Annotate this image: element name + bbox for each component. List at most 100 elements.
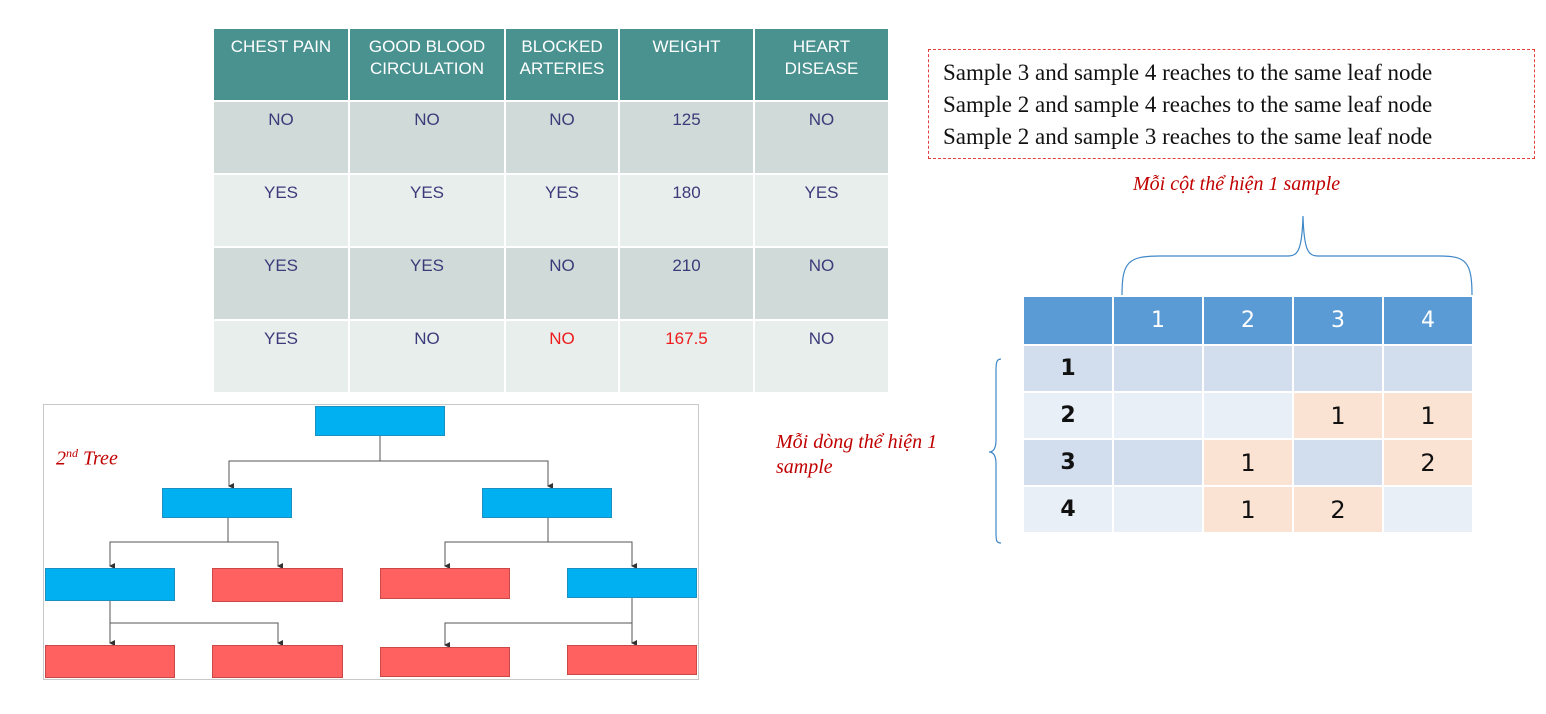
matrix-header-row: 1 2 3 4: [1022, 295, 1474, 346]
connector: [110, 622, 283, 646]
training-data-table: CHEST PAIN GOOD BLOOD CIRCULATION BLOCKE…: [214, 29, 890, 394]
table-row: YES NO NO 167.5 NO: [214, 320, 890, 394]
table-row: NO NO NO 125 NO: [214, 101, 890, 175]
tree-leaf-node: [380, 568, 510, 599]
connector: [444, 598, 633, 648]
row-caption: Mỗi dòng thể hiện 1 sample: [776, 431, 938, 478]
tree-leaf-node: [212, 645, 343, 678]
matrix-row: 3 1 2: [1022, 438, 1474, 487]
proximity-matrix: 1 2 3 4 1 2 1 1 3 1 2 4 1 2: [1022, 295, 1474, 534]
connector: [548, 541, 637, 569]
matrix-cell: [1292, 438, 1384, 487]
header-line: GOOD BLOOD: [368, 37, 486, 56]
table-cell: YES: [214, 247, 350, 321]
matrix-row: 4 1 2: [1022, 485, 1474, 534]
matrix-row: 2 1 1: [1022, 391, 1474, 440]
header-good-blood-circulation: GOOD BLOOD CIRCULATION: [349, 29, 506, 102]
matrix-cell-filled: 1: [1202, 438, 1294, 487]
note-line: Sample 3 and sample 4 reaches to the sam…: [943, 60, 1433, 85]
note-line: Sample 2 and sample 3 reaches to the sam…: [943, 124, 1433, 149]
matrix-corner: [1022, 295, 1114, 346]
table-cell: NO: [754, 320, 890, 394]
matrix-col-header: 3: [1292, 295, 1384, 346]
tree-title-text: Tree: [78, 447, 118, 470]
matrix-col-header: 1: [1112, 295, 1204, 346]
matrix-row-header: 4: [1022, 485, 1114, 534]
connector: [444, 518, 549, 569]
matrix-cell: [1292, 344, 1384, 393]
leaf-notes-box: Sample 3 and sample 4 reaches to the sam…: [928, 49, 1535, 159]
tree-diagram-frame: [43, 404, 699, 680]
row-brace: [988, 358, 1002, 544]
tree-title-number: 2: [56, 447, 66, 470]
matrix-row-header: 1: [1022, 344, 1114, 393]
tree-title-ordinal: nd: [66, 446, 78, 460]
connector: [380, 460, 553, 489]
tree-leaf-node: [567, 645, 697, 675]
table-cell: NO: [214, 101, 350, 175]
matrix-cell-filled: 1: [1382, 391, 1474, 440]
matrix-row-header: 3: [1022, 438, 1114, 487]
matrix-cell: [1202, 391, 1294, 440]
tree-root-node: [315, 406, 445, 436]
matrix-cell-filled: 1: [1292, 391, 1384, 440]
table-cell: YES: [349, 247, 506, 321]
table-cell: YES: [505, 174, 620, 248]
table-cell: NO: [505, 247, 620, 321]
matrix-cell: [1202, 344, 1294, 393]
tree-leaf-node: [45, 645, 175, 678]
connector: [228, 541, 283, 569]
matrix-cell-filled: 2: [1382, 438, 1474, 487]
tree-title: 2nd Tree: [56, 446, 118, 471]
matrix-cell: [1112, 485, 1204, 534]
matrix-cell-filled: 1: [1202, 485, 1294, 534]
table-cell: NO: [349, 101, 506, 175]
matrix-cell: [1382, 485, 1474, 534]
tree-split-node: [567, 568, 697, 598]
matrix-cell: [1112, 391, 1204, 440]
tree-split-node: [45, 568, 175, 601]
header-heart-disease: HEART DISEASE: [754, 29, 890, 102]
table-cell: NO: [349, 320, 506, 394]
table-cell-highlighted: 167.5: [619, 320, 755, 394]
table-cell: NO: [505, 101, 620, 175]
table-cell: YES: [214, 320, 350, 394]
header-line: BLOCKED: [521, 37, 603, 56]
table-cell: NO: [754, 101, 890, 175]
matrix-cell: [1112, 438, 1204, 487]
connector: [109, 518, 229, 569]
note-line: Sample 2 and sample 4 reaches to the sam…: [943, 92, 1433, 117]
matrix-row: 1: [1022, 344, 1474, 393]
table-header-row: CHEST PAIN GOOD BLOOD CIRCULATION BLOCKE…: [214, 29, 890, 102]
table-cell-highlighted: NO: [505, 320, 620, 394]
tree-leaf-node: [212, 568, 343, 602]
table-cell: YES: [214, 174, 350, 248]
header-line: DISEASE: [784, 59, 859, 78]
column-caption: Mỗi cột thể hiện 1 sample: [1133, 173, 1341, 195]
connector: [228, 436, 381, 489]
table-cell: YES: [349, 174, 506, 248]
header-chest-pain: CHEST PAIN: [214, 29, 350, 102]
tree-split-node: [482, 488, 612, 518]
table-cell: 210: [619, 247, 755, 321]
matrix-cell-filled: 2: [1292, 485, 1384, 534]
table-cell: YES: [754, 174, 890, 248]
header-line: WEIGHT: [652, 37, 721, 56]
matrix-col-header: 4: [1382, 295, 1474, 346]
header-line: CHEST PAIN: [230, 37, 332, 56]
header-line: HEART: [792, 37, 851, 56]
matrix-cell: [1382, 344, 1474, 393]
tree-leaf-node: [380, 647, 510, 677]
tree-split-node: [162, 488, 292, 518]
table-row: YES YES NO 210 NO: [214, 247, 890, 321]
table-cell: 125: [619, 101, 755, 175]
matrix-cell: [1112, 344, 1204, 393]
table-cell: NO: [754, 247, 890, 321]
table-cell: 180: [619, 174, 755, 248]
header-blocked-arteries: BLOCKED ARTERIES: [505, 29, 620, 102]
matrix-row-header: 2: [1022, 391, 1114, 440]
header-weight: WEIGHT: [619, 29, 755, 102]
matrix-col-header: 2: [1202, 295, 1294, 346]
